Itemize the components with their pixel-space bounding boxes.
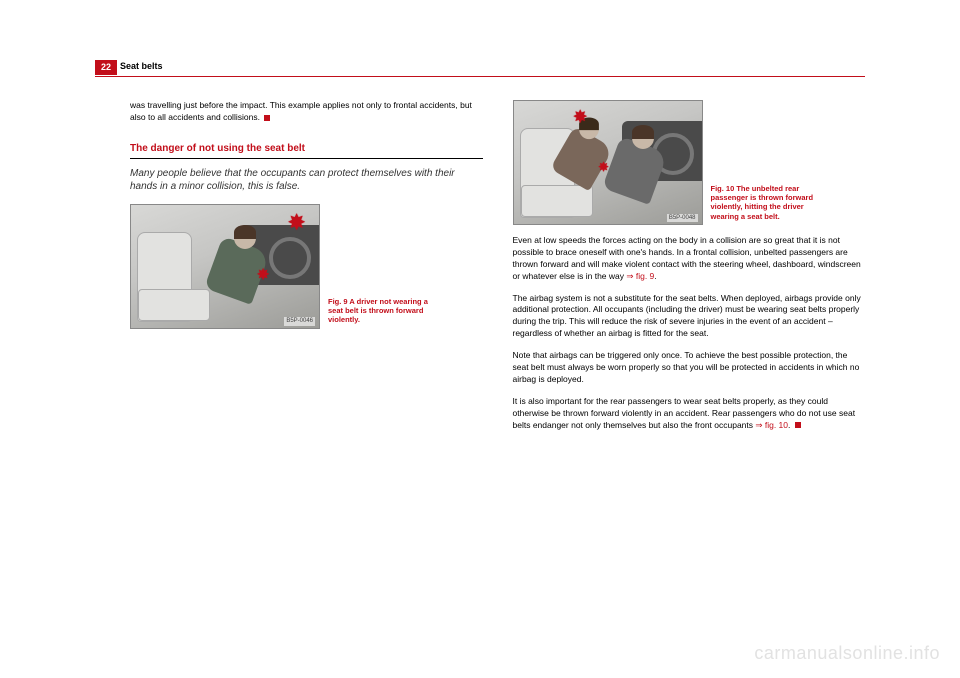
page-number-tab: 22	[95, 60, 117, 75]
end-mark-icon	[264, 115, 270, 121]
lead-paragraph: Many people believe that the occupants c…	[130, 167, 483, 194]
rear-person-shape	[535, 116, 605, 202]
left-column: was travelling just before the impact. T…	[130, 100, 483, 441]
person-shape	[186, 223, 264, 318]
person-hair	[632, 125, 654, 139]
impact-burst-icon: ✸	[599, 159, 609, 176]
subsection-heading: The danger of not using the seat belt	[130, 142, 483, 159]
intro-text: was travelling just before the impact. T…	[130, 100, 472, 122]
impact-burst-icon: ✸	[574, 107, 587, 129]
figure-10-refcode: B5P-0048	[667, 214, 698, 222]
figure-9-illustration: ✸ ✸	[131, 205, 319, 328]
figure-10-image: ✸ ✸ B5P-0048	[513, 100, 703, 225]
paragraph-4a-text: It is also important for the rear passen…	[513, 396, 856, 430]
impact-burst-icon: ✸	[257, 265, 269, 285]
figure-9-image: ✸ ✸ B5P-0046	[130, 204, 320, 329]
figure-10-caption: Fig. 10 The unbelted rear passenger is t…	[711, 184, 821, 226]
paragraph-1: Even at low speeds the forces acting on …	[513, 235, 866, 283]
paragraph-1a-text: Even at low speeds the forces acting on …	[513, 235, 861, 281]
section-title: Seat belts	[120, 61, 163, 71]
person-body	[602, 136, 668, 205]
figure-10-block: ✸ ✸ B5P-0048 Fig. 10 The unbelted rear p…	[513, 100, 866, 225]
paragraph-4b-text: .	[788, 420, 790, 430]
fig9-reference-link: ⇒ fig. 9	[626, 271, 654, 281]
figure-9-refcode: B5P-0046	[284, 317, 315, 325]
paragraph-3: Note that airbags can be triggered only …	[513, 350, 866, 386]
paragraph-4: It is also important for the rear passen…	[513, 396, 866, 432]
figure-9-caption: Fig. 9 A driver not wearing a seat belt …	[328, 297, 438, 329]
right-column: ✸ ✸ B5P-0048 Fig. 10 The unbelted rear p…	[513, 100, 866, 441]
content-area: was travelling just before the impact. T…	[130, 100, 865, 441]
intro-continuation: was travelling just before the impact. T…	[130, 100, 483, 124]
end-mark-icon	[795, 422, 801, 428]
seat-shape	[137, 232, 192, 322]
fig10-reference-link: ⇒ fig. 10	[755, 420, 788, 430]
figure-9-block: ✸ ✸ B5P-0046 Fig. 9 A driver not wearing…	[130, 204, 483, 329]
figure-10-illustration: ✸ ✸	[514, 101, 702, 224]
header-rule	[95, 76, 865, 77]
watermark: carmanualsonline.info	[754, 643, 940, 664]
paragraph-1b-text: .	[654, 271, 656, 281]
paragraph-2: The airbag system is not a substitute fo…	[513, 293, 866, 341]
person-hair	[234, 225, 256, 239]
impact-burst-icon: ✸	[288, 209, 305, 237]
